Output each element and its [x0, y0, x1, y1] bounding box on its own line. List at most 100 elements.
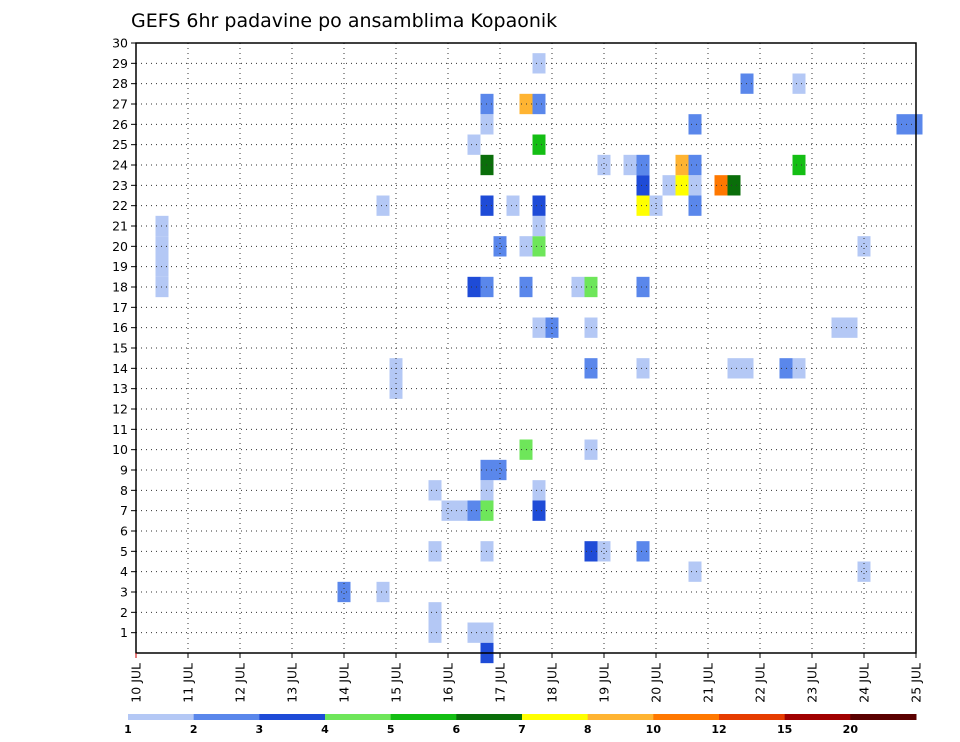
- heatmap-cell: [688, 195, 702, 216]
- heatmap-cell: [337, 581, 351, 603]
- heatmap-cell: [857, 236, 871, 257]
- colorbar-label: 3: [256, 723, 264, 736]
- heatmap-cell: [688, 175, 702, 196]
- heatmap-cell: [428, 541, 442, 562]
- colorbar-segment: [325, 714, 392, 720]
- heatmap-cell: [636, 195, 650, 216]
- heatmap-cell: [532, 215, 546, 237]
- colorbar-segment: [587, 714, 654, 720]
- y-tick-label: 29: [112, 56, 128, 71]
- x-tick-label: 14 JUL: [337, 663, 352, 703]
- x-tick-label: 17 JUL: [493, 663, 508, 703]
- heatmap-cell: [831, 317, 845, 338]
- heatmap-cell: [792, 358, 806, 379]
- colorbar-segment: [784, 714, 851, 720]
- colorbar-label: 8: [584, 723, 592, 736]
- y-tick-label: 10: [112, 442, 128, 457]
- y-tick-label: 28: [112, 76, 128, 91]
- heatmap-cell: [467, 134, 481, 155]
- heatmap-cell: [532, 480, 546, 501]
- colorbar-segment: [193, 714, 260, 720]
- x-tick-label: 11 JUL: [181, 663, 196, 703]
- heatmap-cell: [532, 195, 546, 216]
- colorbar-segment: [390, 714, 457, 720]
- y-tick-label: 13: [112, 381, 128, 396]
- colorbar-label: 4: [321, 723, 329, 736]
- heatmap-cell: [662, 175, 676, 196]
- colorbar-label: 6: [453, 723, 461, 736]
- y-tick-label: 22: [112, 198, 128, 213]
- y-tick-label: 18: [112, 280, 128, 295]
- heatmap-cell: [376, 581, 390, 603]
- colorbar-segment: [653, 714, 720, 720]
- colorbar-label: 1: [124, 723, 132, 736]
- y-axis-tick-labels: 1234567891011121314151617181920212223242…: [112, 36, 128, 641]
- y-tick-label: 30: [112, 36, 128, 51]
- heatmap-cell: [636, 154, 650, 176]
- chart-title: GEFS 6hr padavine po ansamblima Kopaonik: [131, 10, 557, 32]
- heatmap-cell: [727, 175, 741, 196]
- heatmap-cell: [792, 73, 806, 94]
- colorbar-label: 12: [711, 723, 726, 736]
- heatmap-cell: [857, 561, 871, 582]
- heatmap-cell: [428, 622, 442, 643]
- colorbar-segment: [128, 714, 195, 720]
- y-tick-label: 11: [112, 422, 128, 437]
- heatmap-cell: [532, 500, 546, 521]
- gridlines: [136, 43, 916, 653]
- axis-ticks: [131, 42, 917, 658]
- y-tick-label: 21: [112, 219, 128, 234]
- y-tick-label: 23: [112, 178, 128, 193]
- colorbar-segment: [259, 714, 326, 720]
- y-tick-label: 7: [120, 503, 128, 518]
- colorbar-labels: 1 2 3 4 5 6 7 8 10 12 15 20: [124, 723, 858, 736]
- colorbar-label: 5: [387, 723, 395, 736]
- colorbar-label: 2: [190, 723, 198, 736]
- heatmap-cell: [636, 175, 650, 196]
- heatmap-cell: [376, 195, 390, 216]
- x-tick-label: 25 JUL: [909, 663, 924, 703]
- heatmap-cell: [493, 459, 507, 481]
- x-axis-tick-labels: 10 JUL 11 JUL 12 JUL 13 JUL 14 JUL 15 JUL 16 J…: [129, 663, 924, 703]
- heatmap-cell: [532, 317, 546, 338]
- colorbar-segment: [456, 714, 523, 720]
- x-tick-label: 19 JUL: [597, 663, 612, 703]
- colorbar-segment: [522, 714, 589, 720]
- y-tick-label: 5: [120, 544, 128, 559]
- x-tick-label: 24 JUL: [857, 663, 872, 703]
- x-tick-label: 16 JUL: [441, 663, 456, 703]
- y-tick-label: 3: [120, 585, 128, 600]
- y-tick-label: 9: [120, 463, 128, 478]
- x-tick-label: 20 JUL: [649, 663, 664, 703]
- heatmap-cell: [467, 622, 481, 643]
- x-tick-label: 21 JUL: [701, 663, 716, 703]
- heatmap-cell: [688, 114, 702, 135]
- x-tick-label: 22 JUL: [753, 663, 768, 703]
- y-tick-label: 15: [112, 341, 128, 356]
- heatmap-cell: [688, 561, 702, 582]
- heatmap-cell: [597, 154, 611, 176]
- heatmap-cell: [727, 358, 741, 379]
- heatmap-cell: [792, 154, 806, 176]
- heatmap-cell: [532, 93, 546, 115]
- y-tick-label: 6: [120, 524, 128, 539]
- y-tick-label: 25: [112, 137, 128, 152]
- y-tick-label: 24: [112, 158, 128, 173]
- colorbar-segment: [719, 714, 786, 720]
- colorbar-label: 10: [646, 723, 662, 736]
- colorbar-segment: [850, 714, 917, 720]
- colorbar-label: 20: [843, 723, 859, 736]
- x-tick-label: 18 JUL: [545, 663, 560, 703]
- heatmap-cell: [623, 154, 637, 176]
- heatmap-cell: [467, 500, 481, 521]
- heatmap-cells: [155, 53, 923, 664]
- heatmap-cell: [428, 602, 442, 623]
- y-tick-label: 17: [112, 300, 128, 315]
- y-tick-label: 14: [112, 361, 128, 376]
- heatmap-cell: [428, 480, 442, 501]
- heatmap-cell: [493, 236, 507, 257]
- heatmap-cell: [636, 358, 650, 379]
- colorbar: [128, 714, 917, 720]
- heatmap-cell: [571, 276, 585, 298]
